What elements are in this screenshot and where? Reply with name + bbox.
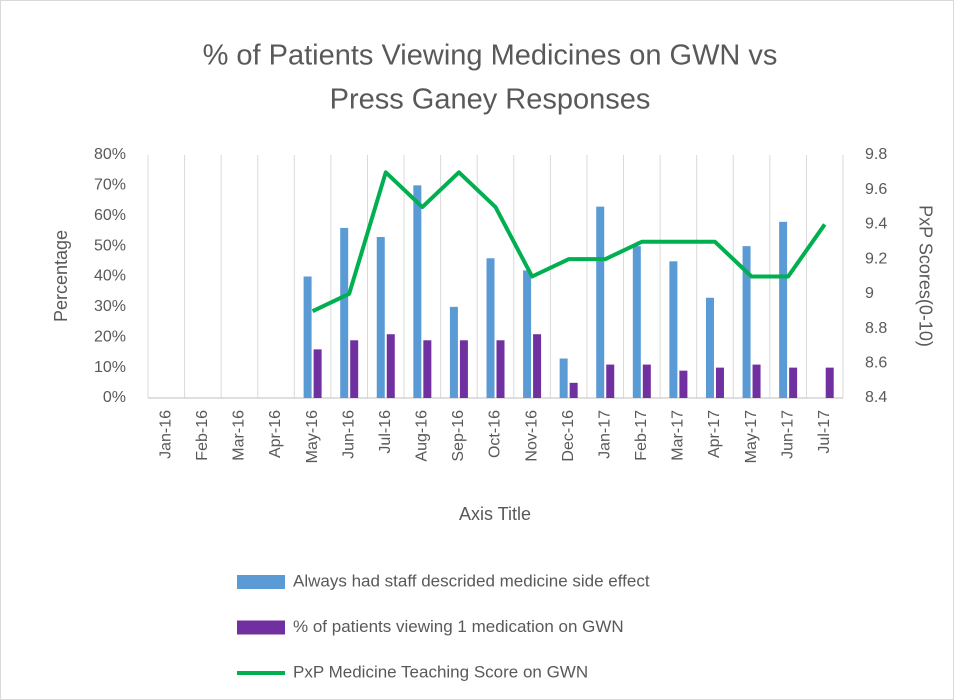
y-tick-label: 60% [94,207,126,224]
x-tick-label: Feb-16 [194,410,211,461]
legend-label: PxP Medicine Teaching Score on GWN [293,662,588,681]
x-tick-label: Oct-16 [487,410,504,458]
bar [705,297,714,398]
y-tick-label: 70% [94,177,126,194]
bar [715,367,724,398]
x-tick-label: Jan-16 [158,410,175,459]
x-tick-label: May-16 [304,410,321,463]
y2-tick-label: 8.8 [865,320,887,337]
y2-tick-label: 8.6 [865,355,887,372]
bar [752,364,761,398]
bar [742,246,751,398]
bar [313,349,322,398]
x-tick-label: Aug-16 [414,410,431,462]
line-series [311,170,827,314]
bar [569,382,578,398]
y-tick-label: 80% [94,146,126,163]
y-tick-label: 0% [103,389,126,406]
bar [496,340,505,398]
x-tick-label: Jul-17 [816,410,833,454]
x-tick-label: Dec-16 [560,410,577,462]
bar [825,367,834,398]
bar [789,367,798,398]
bar [486,258,495,398]
chart-title: % of Patients Viewing Medicines on GWN v… [203,40,778,72]
x-tick-label: May-17 [743,410,760,463]
y-tick-label: 20% [94,328,126,345]
legend-label: % of patients viewing 1 medication on GW… [293,617,624,636]
y2-tick-label: 9 [865,285,874,302]
bar [459,340,468,398]
y-tick-label: 40% [94,268,126,285]
bar [632,246,641,398]
x-tick-label: Jun-16 [340,410,357,459]
x-axis-title: Axis Title [459,504,531,524]
bar [596,206,605,398]
y-axis-title: Percentage [51,230,71,322]
bar [303,276,312,398]
bar [606,364,615,398]
x-tick-label: Apr-17 [706,410,723,458]
y2-tick-label: 9.4 [865,216,887,233]
y-tick-label: 10% [94,359,126,376]
y2-tick-label: 8.4 [865,389,887,406]
x-tick-label: Apr-16 [267,410,284,458]
chart-title: Press Ganey Responses [330,84,651,116]
bar [533,334,542,398]
x-tick-label: Jul-16 [377,410,394,454]
x-tick-label: Nov-16 [523,410,540,462]
y-tick-label: 50% [94,237,126,254]
bar [523,270,532,398]
x-tick-label: Jun-17 [779,410,796,459]
legend-swatch [237,575,285,589]
legend-swatch [237,620,285,635]
y-tick-label: 30% [94,298,126,315]
x-tick-label: Mar-16 [231,410,248,461]
bar [376,237,385,398]
x-tick-label: Feb-17 [633,410,650,461]
bar [350,340,359,398]
bar [340,227,349,398]
bar [559,358,568,398]
bar [669,261,678,398]
x-tick-label: Mar-17 [670,410,687,461]
bar [413,185,422,398]
legend-label: Always had staff descrided medicine side… [293,571,650,590]
bar [449,306,458,398]
bar [423,340,432,398]
y2-tick-label: 9.2 [865,250,887,267]
bar [386,334,395,398]
y2-tick-label: 9.6 [865,181,887,198]
y2-tick-label: 9.8 [865,146,887,163]
bar [779,221,788,398]
x-tick-label: Jan-17 [596,410,613,459]
x-tick-label: Sep-16 [450,410,467,462]
bar [642,364,651,398]
y2-axis-title: PxP Scores(0-10) [915,205,935,347]
bar [679,370,688,398]
